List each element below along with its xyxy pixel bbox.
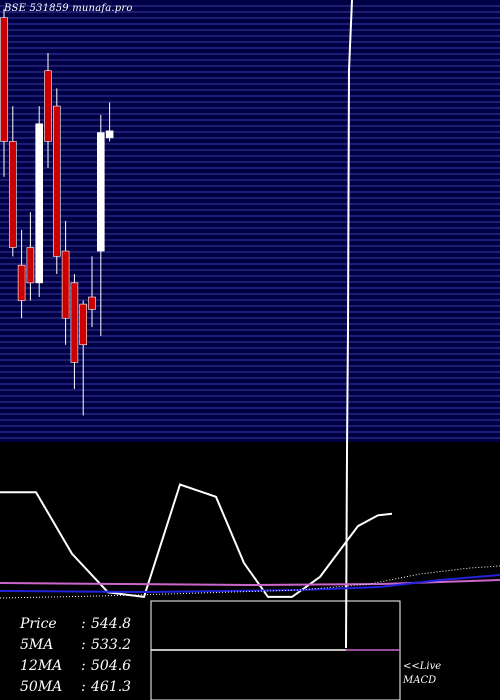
stat-separator: : bbox=[81, 616, 86, 632]
live-link[interactable]: <<Live bbox=[403, 661, 442, 672]
indicator-panel bbox=[0, 483, 500, 599]
candle-body bbox=[61, 250, 70, 319]
stat-row-price: Price : 544.8 bbox=[20, 614, 131, 635]
stat-label: 50MA bbox=[20, 679, 63, 695]
macd-label: MACD bbox=[403, 675, 437, 686]
stat-row-5ma: 5MA : 533.2 bbox=[20, 635, 131, 656]
stat-label: 12MA bbox=[20, 658, 63, 674]
live-macd-label: <<Live MACD bbox=[403, 660, 441, 688]
stat-separator: : bbox=[81, 679, 86, 695]
candle-body bbox=[52, 105, 61, 257]
stat-value: 533.2 bbox=[91, 637, 132, 653]
candle-body bbox=[44, 70, 52, 142]
ma-line-blue bbox=[0, 574, 500, 594]
candle-body bbox=[97, 132, 105, 252]
vertical-marker-line bbox=[345, 0, 353, 649]
candle-body bbox=[9, 141, 17, 248]
stat-separator: : bbox=[81, 658, 86, 674]
stat-label: Price bbox=[20, 616, 57, 632]
candle-body bbox=[88, 296, 96, 310]
stat-row-50ma: 50MA : 461.3 bbox=[20, 677, 131, 698]
candlestick-series bbox=[0, 8, 114, 416]
candle-body bbox=[0, 17, 8, 142]
candle-body bbox=[26, 247, 35, 284]
indicator-line bbox=[0, 483, 393, 599]
candle-body bbox=[79, 303, 87, 346]
stat-value: 544.8 bbox=[91, 616, 132, 632]
stats-panel: Price : 544.8 5MA : 533.2 12MA : 504.6 5… bbox=[20, 614, 131, 698]
stat-separator: : bbox=[81, 637, 86, 653]
candle-body bbox=[105, 130, 114, 139]
candle-body bbox=[35, 123, 44, 284]
candle-body bbox=[70, 282, 79, 363]
stat-value: 504.6 bbox=[91, 658, 132, 674]
stat-row-12ma: 12MA : 504.6 bbox=[20, 656, 131, 677]
stat-label: 5MA bbox=[20, 637, 54, 653]
stat-value: 461.3 bbox=[91, 679, 132, 695]
candle-body bbox=[17, 264, 26, 301]
vertical-marker bbox=[345, 0, 353, 649]
chart-title: BSE 531859 munafa.pro bbox=[4, 3, 133, 14]
